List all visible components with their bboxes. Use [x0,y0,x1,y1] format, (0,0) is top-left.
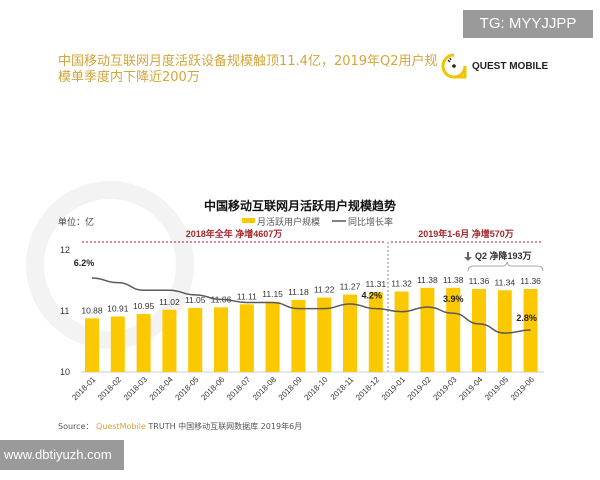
x-tick-label: 2019-06 [509,375,537,403]
down-arrow-icon [464,252,472,261]
bar-value-label: 11.34 [494,277,515,287]
bar-value-label: 11.18 [288,287,309,297]
x-tick-label: 2018-06 [199,375,227,403]
bar-value-label: 11.15 [262,289,283,299]
x-tick-label: 2018-12 [354,375,382,403]
x-tick-label: 2018-01 [70,375,98,403]
x-tick-label: 2019-05 [483,375,511,403]
bar [317,297,332,372]
x-tick-label: 2018-04 [148,375,176,403]
headline: 中国移动互联网月度活跃设备规模触顶11.4亿，2019年Q2用户规模单季度内下降… [58,54,438,85]
bar [497,290,512,372]
bar-value-label: 10.95 [133,301,155,311]
bar-value-label: 11.31 [365,279,386,289]
y-tick-label: 10 [60,367,70,377]
bar [188,307,203,372]
unit-label: 单位：亿 [58,216,94,227]
x-tick-label: 2018-09 [277,375,305,403]
growth-rate-line [91,277,531,334]
bar-value-label: 11.02 [159,297,180,307]
annotations: 2018年全年 净增4607万 2019年1-6月 净增570万 Q2 净降19… [82,228,544,372]
watermark-top: TG: MYYJJPP [463,10,593,38]
bar [214,307,228,372]
bar [239,304,254,372]
growth-rate-label: 4.2% [362,291,383,301]
annotation-q2: Q2 净降193万 [475,250,532,261]
questmobile-logo: QUEST MOBILE [440,52,548,80]
bar [265,301,280,372]
bar [343,294,357,372]
x-tick-label: 2018-03 [122,375,150,403]
bar-value-label: 11.38 [417,275,438,285]
bar-value-label: 11.22 [314,285,335,295]
chart: 中国移动互联网月活跃用户规模趋势 单位：亿 月活跃用户规模 同比增长率 2018… [26,181,544,403]
annotation-2018: 2018年全年 净增4607万 [186,228,283,239]
bar-value-label: 11.36 [469,276,490,286]
x-tick-label: 2018-08 [251,375,279,403]
source-note: Source： QuestMobile TRUTH 中国移动互联网数据库 201… [58,421,302,432]
legend-bar-label: 月活跃用户规模 [257,216,320,227]
x-tick-label: 2018-10 [302,375,330,403]
bar [162,309,177,372]
y-tick-label: 12 [60,245,70,255]
growth-rate-label: 6.2% [74,258,95,268]
background-watermark-icon [26,181,194,349]
bar-value-label: 10.91 [107,303,129,313]
bar [446,287,461,372]
x-tick-label: 2018-07 [225,375,253,403]
x-tick-label: 2019-03 [431,375,459,403]
legend-bar-swatch [242,218,255,223]
q2-brace [467,261,544,272]
x-tick-label: 2018-05 [173,375,201,403]
bar [85,318,99,372]
bar-value-label: 11.38 [443,275,464,285]
bar-value-label: 11.32 [391,278,412,288]
bar-value-label: 11.11 [237,291,257,301]
growth-rate-label: 3.9% [443,294,464,304]
watermark-bottom: www.dbtiyuzh.com [0,440,124,470]
growth-rate-label: 2.8% [516,313,537,323]
logo-text: QUEST MOBILE [472,60,549,72]
bar [368,292,383,372]
source-brand: QuestMobile [96,422,146,431]
y-tick-label: 11 [60,306,69,316]
logo-icon [441,53,467,79]
bar [110,316,125,372]
x-tick-label: 2018-02 [96,375,124,403]
bar [136,314,151,372]
annotation-2019: 2019年1-6月 净增570万 [418,228,514,239]
source-prefix: Source： [58,422,94,431]
bar [291,300,306,372]
bar-value-label: 10.88 [81,305,103,315]
bar [420,287,435,372]
chart-title: 中国移动互联网月活跃用户规模趋势 [204,198,396,213]
bar-value-label: 11.36 [520,276,541,286]
bar-value-label: 11.27 [340,282,361,292]
x-tick-label: 2019-02 [406,375,434,403]
bar [472,289,486,372]
legend-line-label: 同比增长率 [348,216,393,227]
x-tick-label: 2018-11 [329,375,356,402]
source-text: TRUTH 中国移动互联网数据库 2019年6月 [148,422,303,431]
bar-value-label: 11.05 [185,295,206,305]
x-tick-label: 2019-04 [457,375,485,403]
x-tick-label: 2019-01 [380,375,408,403]
bar [394,291,409,372]
